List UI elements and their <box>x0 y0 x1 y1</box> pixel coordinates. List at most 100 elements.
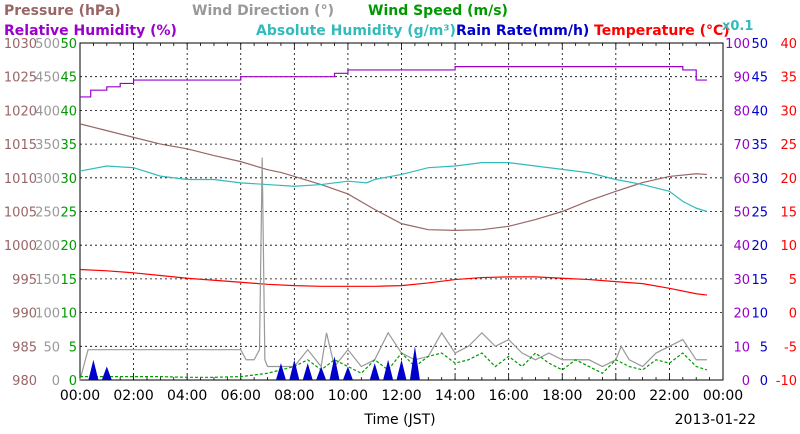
legend-pressure: Pressure (hPa) <box>4 3 121 19</box>
rain-rate-tick-label: 30 <box>751 172 768 187</box>
wind-direction-tick-label: 0 <box>52 374 60 389</box>
rain-rate-tick-label: 25 <box>751 206 768 221</box>
pressure-tick-label: 980 <box>12 374 37 389</box>
wind-speed-tick-label: 10 <box>60 307 77 322</box>
humidity-tick-label: 60 <box>733 172 750 187</box>
rain-rate-spike <box>289 359 300 380</box>
humidity-tick-label: 80 <box>733 104 750 119</box>
rain-rate-tick-label: 10 <box>751 307 768 322</box>
wind-speed-tick-label: 5 <box>69 340 77 355</box>
wind-speed-tick-label: 20 <box>60 239 77 254</box>
relative-humidity-line <box>80 65 707 98</box>
legend-absolute-humidity: Absolute Humidity (g/m³) <box>256 23 456 39</box>
temperature-tick-label: 5 <box>789 273 797 288</box>
temperature-tick-label: 30 <box>780 104 797 119</box>
rain-rate-spike <box>88 359 99 380</box>
wind-direction-tick-label: 250 <box>35 206 60 221</box>
legend-relative-humidity: Relative Humidity (%) <box>4 23 177 39</box>
humidity-tick-label: 0 <box>742 374 750 389</box>
humidity-tick-label: 40 <box>733 239 750 254</box>
humidity-tick-label: 90 <box>733 71 750 86</box>
wind-speed-tick-label: 0 <box>69 374 77 389</box>
humidity-tick-label: 20 <box>733 307 750 322</box>
pressure-line <box>79 123 707 231</box>
rain-rate-spike <box>342 366 353 380</box>
x-tick-label: 22:00 <box>649 388 689 404</box>
temperature-tick-label: -10 <box>776 374 797 389</box>
wind-direction-tick-label: 500 <box>35 37 60 52</box>
wind-speed-tick-label: 15 <box>60 273 77 288</box>
pressure-tick-label: 1030 <box>4 37 37 52</box>
x-tick-label: 12:00 <box>381 388 421 404</box>
temperature-tick-label: 35 <box>780 71 797 86</box>
pressure-tick-label: 990 <box>12 307 37 322</box>
humidity-tick-label: 100 <box>725 37 750 52</box>
rain-rate-tick-label: 35 <box>751 138 768 153</box>
humidity-tick-label: 50 <box>733 206 750 221</box>
wind-direction-tick-label: 200 <box>35 239 60 254</box>
pressure-tick-label: 1015 <box>4 138 37 153</box>
x-tick-label: 06:00 <box>221 388 261 404</box>
rain-rate-tick-label: 15 <box>751 273 768 288</box>
wind-speed-tick-label: 50 <box>60 37 77 52</box>
temperature-tick-label: 40 <box>780 37 797 52</box>
temperature-tick-label: 15 <box>780 206 797 221</box>
rain-rate-spike <box>383 359 394 380</box>
x-tick-label: 08:00 <box>274 388 314 404</box>
wind-direction-tick-label: 150 <box>35 273 60 288</box>
wind-speed-tick-label: 40 <box>60 104 77 119</box>
rain-rate-spike <box>329 356 340 380</box>
rain-rate-spike <box>316 366 327 380</box>
rain-rate-tick-label: 45 <box>751 71 768 86</box>
temperature-line <box>79 268 707 296</box>
legend-temperature: Temperature (°C) <box>594 23 730 39</box>
legend-x0.1: x0.1 <box>722 19 753 34</box>
date-label: 2013-01-22 <box>675 412 756 428</box>
pressure-tick-label: 1000 <box>4 239 37 254</box>
wind-direction-tick-label: 350 <box>35 138 60 153</box>
wind-speed-tick-label: 45 <box>60 71 77 86</box>
rain-rate-spike <box>409 346 420 380</box>
wind-speed-tick-label: 25 <box>60 206 77 221</box>
rain-rate-tick-label: 40 <box>751 104 768 119</box>
legend-wind-speed: Wind Speed (m/s) <box>368 3 508 19</box>
x-axis-label: Time (JST) <box>363 412 435 428</box>
rain-rate-tick-label: 20 <box>751 239 768 254</box>
rain-rate-tick-label: 5 <box>760 340 768 355</box>
absolute-humidity-line <box>79 162 708 213</box>
temperature-tick-label: 0 <box>789 307 797 322</box>
pressure-tick-label: 985 <box>12 340 37 355</box>
rain-rate-spike <box>369 363 380 380</box>
temperature-tick-label: 20 <box>780 172 797 187</box>
humidity-tick-label: 70 <box>733 138 750 153</box>
pressure-tick-label: 1005 <box>4 206 37 221</box>
rain-rate-tick-label: 0 <box>760 374 768 389</box>
x-tick-label: 04:00 <box>167 388 207 404</box>
x-tick-label: 00:00 <box>703 388 743 404</box>
rain-rate-tick-label: 50 <box>751 37 768 52</box>
humidity-tick-label: 30 <box>733 273 750 288</box>
humidity-tick-label: 10 <box>733 340 750 355</box>
temperature-tick-label: 25 <box>780 138 797 153</box>
legend-rain-rate: Rain Rate(mm/h) <box>456 23 589 39</box>
pressure-tick-label: 995 <box>12 273 37 288</box>
pressure-tick-label: 1020 <box>4 104 37 119</box>
x-tick-label: 02:00 <box>113 388 153 404</box>
x-tick-label: 00:00 <box>60 388 100 404</box>
x-tick-label: 18:00 <box>542 388 582 404</box>
wind-speed-tick-label: 30 <box>60 172 77 187</box>
rain-rate-spike <box>302 363 313 380</box>
x-tick-label: 14:00 <box>435 388 475 404</box>
pressure-tick-label: 1010 <box>4 172 37 187</box>
wind-direction-tick-label: 450 <box>35 71 60 86</box>
wind-direction-tick-label: 400 <box>35 104 60 119</box>
legend-wind-direction: Wind Direction (°) <box>192 3 334 19</box>
rain-rate-spike <box>101 366 112 380</box>
x-tick-label: 16:00 <box>488 388 528 404</box>
x-tick-label: 20:00 <box>596 388 636 404</box>
wind-direction-tick-label: 50 <box>43 340 60 355</box>
wind-direction-tick-label: 300 <box>35 172 60 187</box>
x-tick-label: 10:00 <box>328 388 368 404</box>
wind-direction-tick-label: 100 <box>35 307 60 322</box>
